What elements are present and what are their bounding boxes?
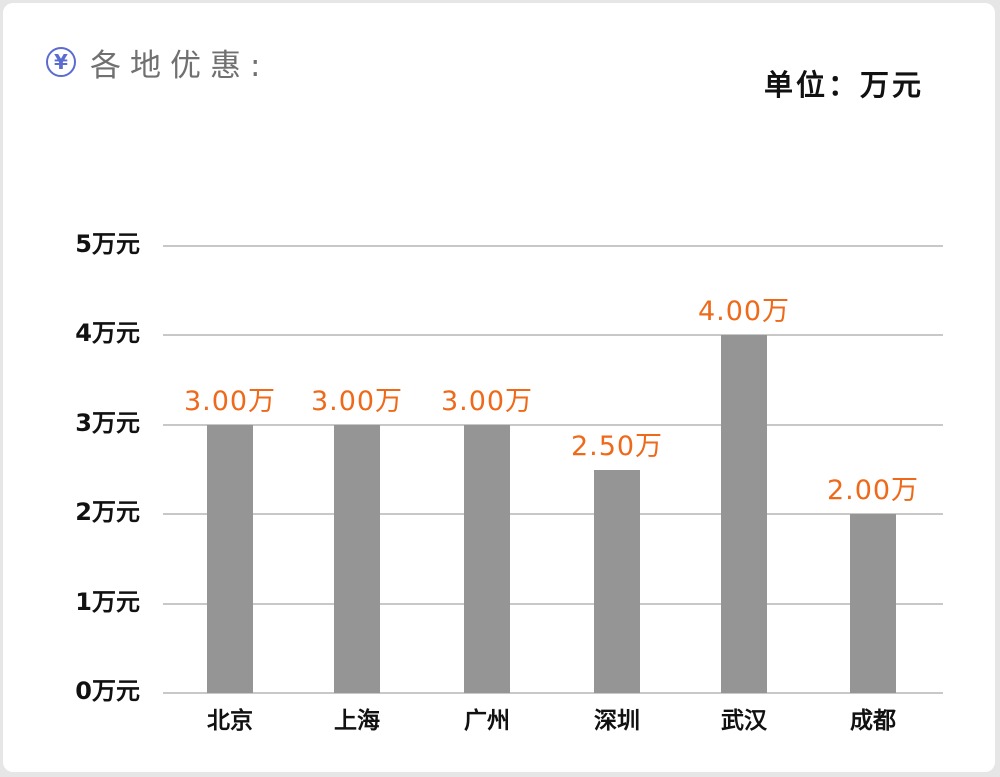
chart-header: ¥ 各地优惠: xyxy=(46,40,269,84)
gridline xyxy=(163,334,943,337)
bar xyxy=(334,424,380,693)
x-axis-category-label: 成都 xyxy=(850,708,896,734)
x-axis-category-label: 北京 xyxy=(207,708,253,734)
gridline xyxy=(163,692,943,694)
bar xyxy=(464,424,510,693)
bar-value-label: 3.00万 xyxy=(440,385,534,417)
bar xyxy=(721,335,767,693)
bar-value-label: 2.50万 xyxy=(570,430,664,462)
unit-label: 单位：万元 xyxy=(763,68,924,102)
x-axis-category-label: 上海 xyxy=(334,708,380,734)
x-axis-category-label: 广州 xyxy=(464,708,510,734)
bar xyxy=(594,469,640,693)
y-axis-tick-label: 1万元 xyxy=(75,587,140,616)
x-axis-category-label: 深圳 xyxy=(594,708,640,734)
yen-circle-icon: ¥ xyxy=(46,47,76,77)
bar-value-label: 3.00万 xyxy=(310,385,404,417)
y-axis-tick-label: 5万元 xyxy=(75,230,140,258)
y-axis-tick-label: 0万元 xyxy=(75,677,140,705)
gridline xyxy=(163,602,943,605)
bar xyxy=(850,514,896,693)
y-axis-tick-label: 4万元 xyxy=(75,319,140,348)
y-axis-tick-label: 2万元 xyxy=(75,498,140,527)
gridline xyxy=(163,423,943,426)
chart-title: 各地优惠: xyxy=(90,47,270,84)
bar xyxy=(207,424,253,693)
bar-value-label: 3.00万 xyxy=(183,385,277,417)
x-axis-category-label: 武汉 xyxy=(721,708,767,734)
y-axis-tick-label: 3万元 xyxy=(75,408,140,437)
gridline xyxy=(163,245,943,247)
bar-value-label: 2.00万 xyxy=(826,475,920,507)
gridline xyxy=(163,513,943,516)
bar-value-label: 4.00万 xyxy=(697,296,791,328)
